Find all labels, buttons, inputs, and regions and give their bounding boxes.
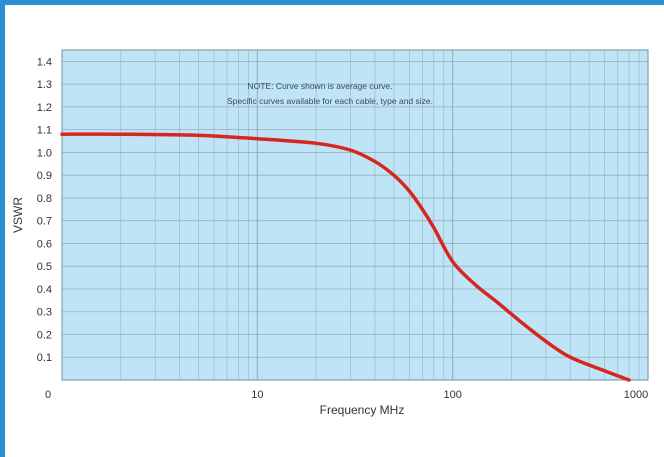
- y-tick-labels: 0.1 0.2 0.3 0.4 0.5 0.6 0.7 0.8 0.9 1.0 1.1 1.2 1.3 1…: [37, 56, 52, 364]
- y-tick-label: 1.0: [37, 147, 52, 159]
- y-tick-label: 1.3: [37, 79, 52, 91]
- x-tick-label: 0: [45, 389, 51, 401]
- x-axis-title: Frequency MHz: [320, 403, 405, 417]
- x-tick-labels: 0 10 100 1000: [45, 389, 648, 401]
- y-tick-label: 0.6: [37, 238, 52, 250]
- note-line-1: NOTE: Curve shown is average curve.: [247, 81, 392, 91]
- plot-area: [61, 49, 649, 381]
- y-tick-label: 0.5: [37, 261, 52, 273]
- series-line: [60, 132, 631, 382]
- note-line-2: Specific curves available for each cable…: [227, 96, 433, 106]
- x-tick-label: 100: [443, 389, 461, 401]
- y-tick-label: 1.1: [37, 125, 52, 137]
- y-tick-label: 0.7: [37, 216, 52, 228]
- y-tick-label: 0.8: [37, 193, 52, 205]
- y-tick-label: 1.4: [37, 56, 52, 68]
- y-tick-label: 0.2: [37, 329, 52, 341]
- y-tick-label: 0.1: [37, 352, 52, 364]
- y-tick-label: 0.4: [37, 284, 52, 296]
- series-group: [60, 132, 631, 382]
- y-tick-label: 0.3: [37, 307, 52, 319]
- y-tick-label: 0.9: [37, 170, 52, 182]
- y-tick-label: 1.2: [37, 102, 52, 114]
- x-tick-label: 10: [251, 389, 263, 401]
- x-tick-label: 1000: [624, 389, 648, 401]
- y-axis-title: VSWR: [11, 197, 25, 233]
- note-annotation: NOTE: Curve shown is average curve. Spec…: [227, 81, 433, 106]
- grid: [62, 50, 648, 380]
